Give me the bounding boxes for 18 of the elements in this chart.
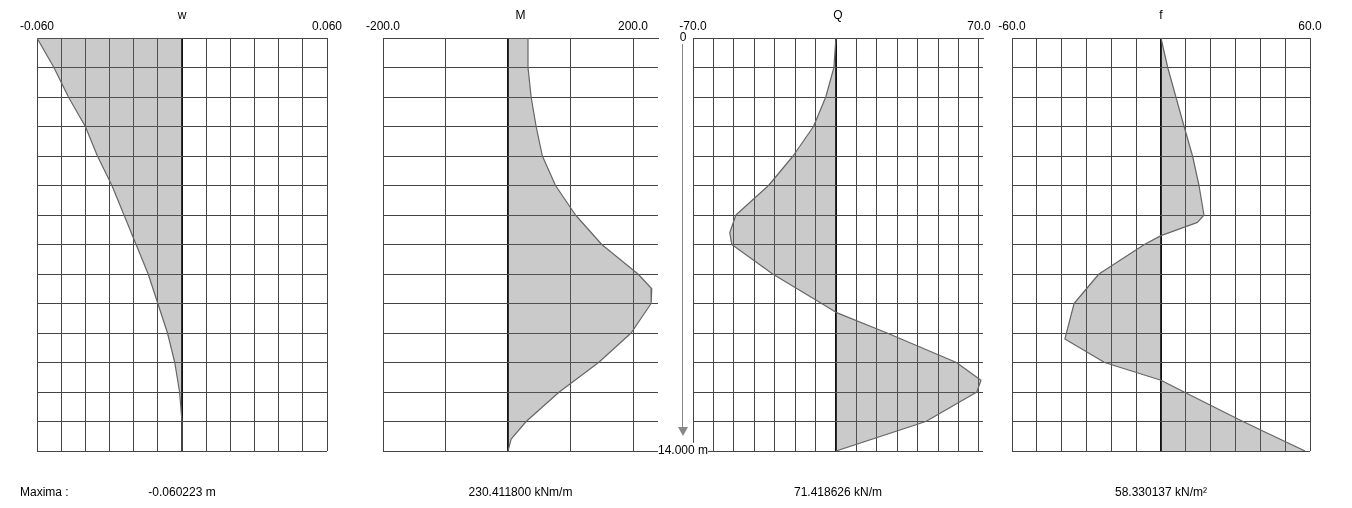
x-tick-label: 70.0: [967, 19, 991, 34]
x-axis-title: f: [1159, 8, 1164, 23]
text: -0.060223 m: [148, 485, 216, 500]
x-tick-label: -60.0: [998, 19, 1026, 34]
text: 71.418626 kN/m: [793, 485, 883, 500]
text: 58.330137 kN/m²: [1114, 485, 1208, 500]
x-axis-title: M: [515, 8, 526, 23]
text: 230.411800 kNm/m: [468, 485, 573, 500]
x-tick-label: 200.0: [617, 19, 649, 34]
x-tick-label: 60.0: [1298, 19, 1322, 34]
x-tick-label: -0.060: [19, 19, 55, 34]
x-axis-title: w: [176, 8, 187, 23]
x-tick-label: -200.0: [365, 19, 401, 34]
x-axis-title: Q: [833, 8, 843, 23]
text: Maxima :: [20, 485, 69, 500]
x-tick-label: 0.060: [311, 19, 343, 34]
y-tick-label: 0: [679, 30, 687, 45]
y-tick-label: 14.000 m: [657, 443, 709, 458]
